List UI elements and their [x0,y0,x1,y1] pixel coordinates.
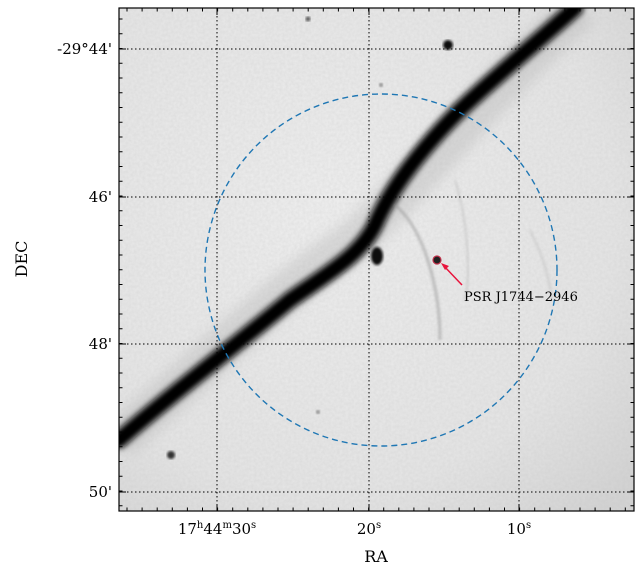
y-tick-label: 50' [89,483,112,501]
tick-marks [119,8,634,511]
pulsar-arrow [441,263,463,286]
y-tick-label: -29°44' [57,40,112,58]
pulsar-marker [432,255,442,265]
x-tick-label: 17h44m30s [178,520,256,538]
y-tick-label: 46' [89,188,112,206]
x-tick-label: 10s [507,520,531,538]
search-circle [204,93,558,447]
grid [119,8,634,511]
pulsar-label: PSR J1744−2946 [464,290,578,305]
sky-image [119,8,634,511]
plot-frame [118,7,635,512]
x-axis-title: RA [364,547,388,566]
x-tick-label: 20s [357,520,381,538]
y-axis-title: DEC [12,241,31,278]
source [443,40,453,50]
y-tick-label: 48' [89,335,112,353]
